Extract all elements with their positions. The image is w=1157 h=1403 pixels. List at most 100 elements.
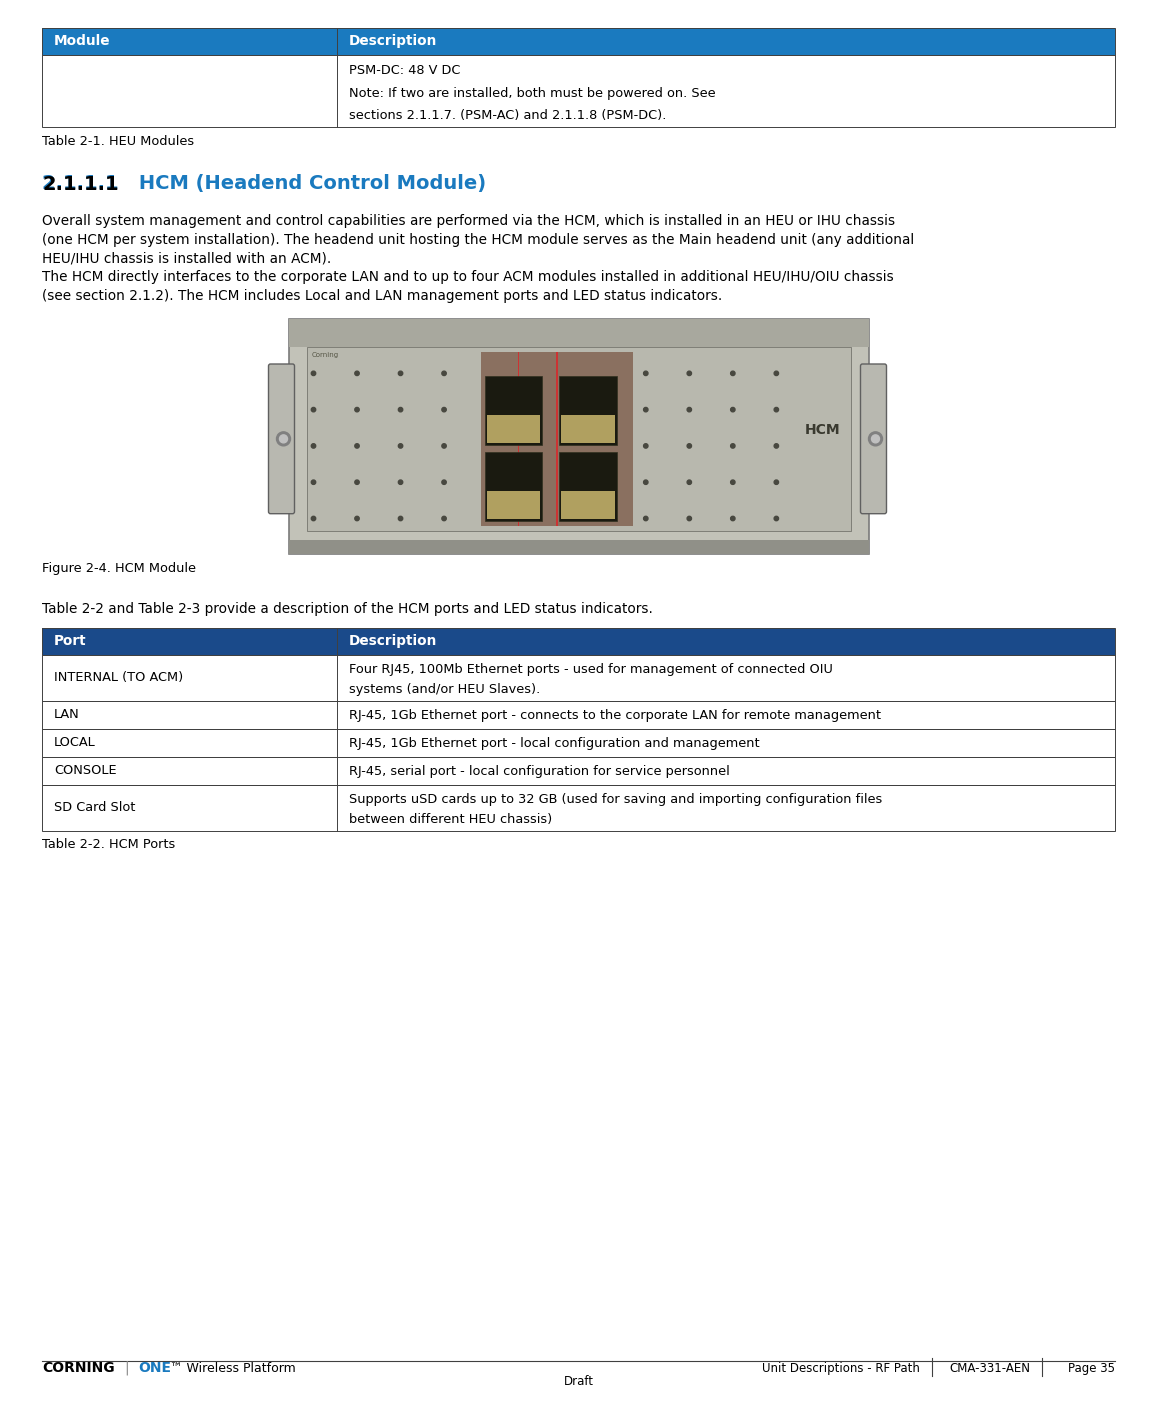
Circle shape [687, 443, 692, 448]
Circle shape [774, 443, 779, 448]
Bar [42, 655, 1115, 700]
Circle shape [311, 516, 316, 521]
Text: 2.1.1.1: 2.1.1.1 [42, 174, 119, 194]
Circle shape [687, 516, 692, 521]
Text: Page 35: Page 35 [1068, 1362, 1115, 1375]
Bar [487, 491, 540, 519]
Text: (one HCM per system installation). The headend unit hosting the HCM module serve: (one HCM per system installation). The h… [42, 233, 914, 247]
Text: Figure 2-4. HCM Module: Figure 2-4. HCM Module [42, 563, 196, 575]
Circle shape [643, 407, 648, 412]
Bar [559, 452, 617, 521]
Text: between different HEU chassis): between different HEU chassis) [349, 812, 552, 825]
Text: PSM-DC: 48 V DC: PSM-DC: 48 V DC [349, 65, 460, 77]
Bar [42, 655, 1115, 700]
Bar [307, 347, 850, 530]
Circle shape [442, 443, 447, 448]
Circle shape [355, 443, 359, 448]
Bar [288, 318, 869, 554]
Bar [42, 728, 1115, 756]
Circle shape [355, 480, 359, 484]
Bar [557, 352, 558, 526]
Circle shape [643, 443, 648, 448]
Text: Four RJ45, 100Mb Ethernet ports - used for management of connected OIU: Four RJ45, 100Mb Ethernet ports - used f… [349, 662, 833, 675]
Bar [42, 756, 1115, 784]
Text: Table 2-2 and Table 2-3 provide a description of the HCM ports and LED status in: Table 2-2 and Table 2-3 provide a descri… [42, 602, 653, 616]
Text: Unit Descriptions - RF Path: Unit Descriptions - RF Path [762, 1362, 920, 1375]
Circle shape [442, 372, 447, 376]
Text: Description: Description [349, 634, 437, 648]
Text: HEU/IHU chassis is installed with an ACM).: HEU/IHU chassis is installed with an ACM… [42, 251, 331, 265]
Bar [42, 28, 1115, 55]
Text: INTERNAL (TO ACM): INTERNAL (TO ACM) [54, 671, 183, 685]
Text: Draft: Draft [563, 1375, 594, 1388]
Text: CORNING: CORNING [42, 1361, 115, 1375]
Circle shape [730, 443, 735, 448]
Bar [42, 629, 1115, 655]
Circle shape [398, 480, 403, 484]
Bar [487, 415, 540, 443]
Circle shape [643, 372, 648, 376]
Bar [518, 352, 519, 526]
Circle shape [280, 435, 287, 443]
Text: ONE: ONE [138, 1361, 171, 1375]
Circle shape [687, 372, 692, 376]
Text: HCM: HCM [805, 422, 840, 436]
Text: 2.1.1.1   HCM (Headend Control Module): 2.1.1.1 HCM (Headend Control Module) [42, 174, 486, 194]
Circle shape [730, 372, 735, 376]
Circle shape [398, 443, 403, 448]
Circle shape [398, 407, 403, 412]
Text: CONSOLE: CONSOLE [54, 765, 117, 777]
Bar [288, 540, 869, 554]
Bar [485, 452, 543, 521]
Circle shape [687, 480, 692, 484]
Text: Supports uSD cards up to 32 GB (used for saving and importing configuration file: Supports uSD cards up to 32 GB (used for… [349, 793, 883, 805]
Circle shape [398, 372, 403, 376]
Circle shape [643, 516, 648, 521]
Text: RJ-45, serial port - local configuration for service personnel: RJ-45, serial port - local configuration… [349, 765, 730, 777]
Bar [561, 415, 614, 443]
Bar [42, 784, 1115, 831]
Text: LAN: LAN [54, 709, 80, 721]
Bar [42, 700, 1115, 728]
Circle shape [774, 480, 779, 484]
Circle shape [355, 407, 359, 412]
Circle shape [774, 372, 779, 376]
Text: ™ Wireless Platform: ™ Wireless Platform [170, 1362, 296, 1375]
Circle shape [355, 372, 359, 376]
Text: Table 2-1. HEU Modules: Table 2-1. HEU Modules [42, 135, 194, 147]
Circle shape [774, 516, 779, 521]
Text: SD Card Slot: SD Card Slot [54, 801, 135, 814]
Text: systems (and/or HEU Slaves).: systems (and/or HEU Slaves). [349, 682, 540, 696]
Circle shape [355, 516, 359, 521]
Bar [480, 352, 633, 526]
Text: Corning: Corning [311, 352, 339, 358]
Circle shape [687, 407, 692, 412]
Text: LOCAL: LOCAL [54, 737, 96, 749]
Bar [485, 376, 543, 445]
FancyBboxPatch shape [861, 363, 886, 513]
Circle shape [442, 480, 447, 484]
Circle shape [442, 516, 447, 521]
Circle shape [398, 516, 403, 521]
Text: sections 2.1.1.7. (PSM-AC) and 2.1.1.8 (PSM-DC).: sections 2.1.1.7. (PSM-AC) and 2.1.1.8 (… [349, 109, 666, 122]
Circle shape [311, 443, 316, 448]
Bar [42, 28, 1115, 55]
Text: RJ-45, 1Gb Ethernet port - local configuration and management: RJ-45, 1Gb Ethernet port - local configu… [349, 737, 760, 749]
Text: Port: Port [54, 634, 87, 648]
Text: Module: Module [54, 34, 111, 48]
FancyBboxPatch shape [268, 363, 295, 513]
Circle shape [311, 480, 316, 484]
Circle shape [442, 407, 447, 412]
Bar [42, 784, 1115, 831]
Circle shape [871, 435, 879, 443]
Text: The HCM directly interfaces to the corporate LAN and to up to four ACM modules i: The HCM directly interfaces to the corpo… [42, 269, 893, 283]
Text: (see section 2.1.2). The HCM includes Local and LAN management ports and LED sta: (see section 2.1.2). The HCM includes Lo… [42, 289, 722, 303]
Text: Note: If two are installed, both must be powered on. See: Note: If two are installed, both must be… [349, 87, 716, 100]
Bar [559, 376, 617, 445]
Bar [42, 55, 1115, 126]
Text: |: | [124, 1361, 128, 1375]
Bar [288, 318, 869, 347]
Circle shape [869, 432, 883, 446]
Circle shape [311, 407, 316, 412]
Circle shape [774, 407, 779, 412]
